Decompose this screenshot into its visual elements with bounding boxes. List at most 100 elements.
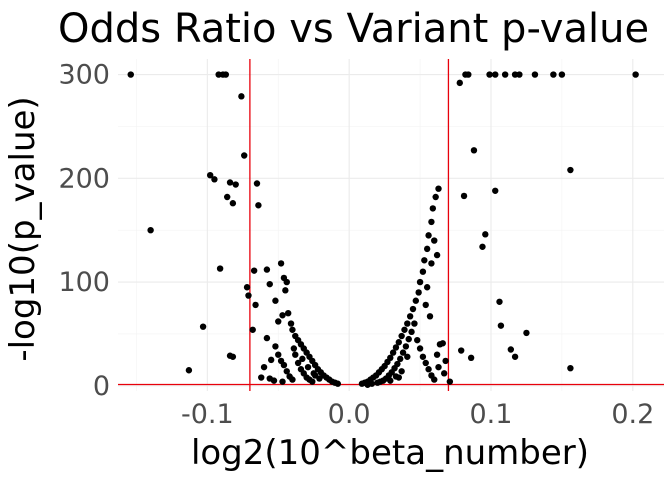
data-point <box>470 147 478 154</box>
data-point <box>389 349 397 356</box>
data-point <box>456 79 463 87</box>
data-point <box>632 71 639 78</box>
data-point <box>423 284 431 291</box>
y-tick-label: 100 <box>58 267 110 298</box>
data-point <box>211 176 218 183</box>
data-point <box>275 318 282 325</box>
data-point <box>266 280 273 288</box>
data-point <box>531 71 539 78</box>
grid-lines <box>118 59 664 391</box>
data-point <box>492 71 499 78</box>
data-point <box>216 265 224 272</box>
data-point <box>270 377 278 384</box>
data-point <box>299 355 306 363</box>
y-axis-ticks: 0 100 200 300 <box>58 60 110 402</box>
data-point <box>422 301 429 309</box>
data-point <box>309 378 316 385</box>
data-point <box>479 243 486 250</box>
data-point <box>199 323 207 330</box>
data-point <box>387 377 394 384</box>
data-point <box>435 363 442 371</box>
data-point <box>440 370 448 377</box>
data-point <box>465 71 472 78</box>
data-point <box>428 260 435 267</box>
data-point <box>284 309 292 317</box>
data-point <box>290 345 298 352</box>
data-point <box>249 326 256 333</box>
data-point <box>277 260 285 267</box>
data-point <box>185 367 193 374</box>
data-point <box>496 298 503 305</box>
data-point <box>245 292 252 299</box>
data-point <box>292 351 299 358</box>
data-point <box>550 71 557 78</box>
data-point <box>267 356 275 364</box>
y-tick-label: 300 <box>58 60 110 91</box>
data-point <box>419 353 427 360</box>
data-point <box>364 381 371 388</box>
data-point <box>398 368 405 375</box>
data-point <box>226 179 234 186</box>
data-point <box>482 231 489 238</box>
data-point <box>409 305 417 313</box>
data-point <box>272 297 279 304</box>
data-point <box>415 289 422 296</box>
data-point <box>255 202 262 209</box>
data-point <box>558 71 566 78</box>
data-point <box>224 193 231 201</box>
data-point <box>431 237 438 244</box>
chart-title: Odds Ratio vs Variant p-value <box>58 6 649 52</box>
data-point <box>219 71 227 78</box>
x-tick-label: 0.0 <box>328 399 371 430</box>
data-point <box>458 347 465 354</box>
data-point <box>229 353 237 360</box>
data-point <box>243 284 251 291</box>
data-point <box>310 370 317 377</box>
data-point <box>426 313 434 320</box>
data-point <box>399 349 407 356</box>
data-point <box>486 71 493 78</box>
data-point <box>442 357 449 365</box>
data-point <box>398 332 405 340</box>
reference-lines <box>118 59 664 391</box>
y-axis-label: -log10(p_value) <box>3 96 43 361</box>
data-point <box>411 320 418 327</box>
data-point <box>304 363 312 371</box>
data-point <box>263 334 271 342</box>
data-point <box>428 218 435 226</box>
data-point <box>404 353 411 360</box>
data-point <box>429 205 437 212</box>
data-point <box>497 322 505 329</box>
data-point <box>392 344 400 351</box>
data-point <box>229 200 237 207</box>
data-point <box>401 326 408 333</box>
data-point <box>260 363 268 371</box>
data-point <box>423 245 431 253</box>
data-point <box>387 354 394 361</box>
data-point <box>467 354 475 361</box>
data-point <box>422 359 429 367</box>
data-point <box>374 379 381 386</box>
data-point <box>432 193 439 201</box>
data-point <box>238 93 245 100</box>
data-point <box>516 71 523 78</box>
data-point <box>501 71 509 78</box>
data-point <box>435 185 442 192</box>
data-point <box>492 187 499 194</box>
data-point <box>250 267 258 274</box>
x-axis-ticks: -0.1 0.0 0.1 0.2 <box>181 399 654 430</box>
data-point <box>446 378 454 385</box>
data-point <box>294 359 302 367</box>
data-point <box>395 374 402 381</box>
data-point <box>263 266 271 273</box>
x-tick-label: -0.1 <box>181 399 234 430</box>
data-points <box>127 71 639 388</box>
data-point <box>206 172 214 179</box>
data-point <box>316 375 323 382</box>
data-point <box>567 364 574 372</box>
data-point <box>280 361 288 369</box>
y-tick-label: 0 <box>93 371 110 402</box>
data-point <box>460 192 468 200</box>
data-point <box>283 368 290 375</box>
